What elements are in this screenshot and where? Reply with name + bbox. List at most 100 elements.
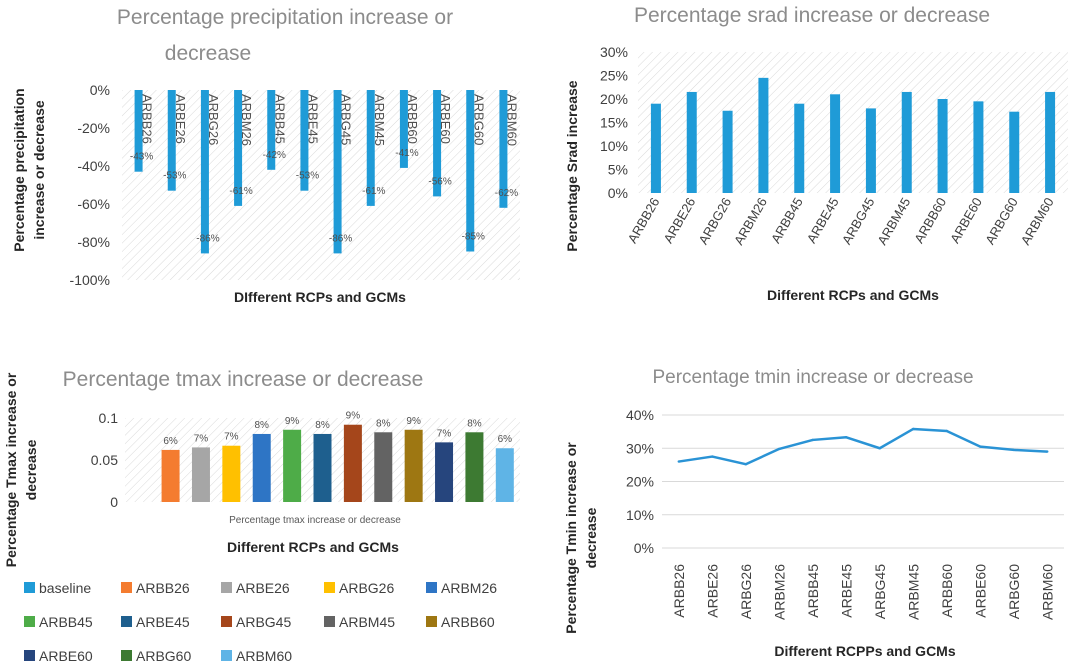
tmax-chart: Percentage tmax increase or decrease Per… [3, 368, 520, 664]
tmin-point [677, 460, 680, 463]
precip-ytick: -40% [77, 158, 110, 174]
srad-xtick: ARBB26 [625, 195, 663, 246]
tmin-ytick: 0% [634, 540, 654, 556]
tmax-legend-swatch [221, 616, 232, 627]
tmax-data-label: 7% [437, 428, 452, 439]
srad-bar [686, 91, 697, 193]
tmin-xtick: ARBE60 [972, 564, 988, 618]
srad-bar [830, 94, 841, 193]
tmax-bar [343, 424, 362, 502]
precip-title-line-1: Percentage precipitation increase or [117, 6, 453, 29]
srad-ytick: 25% [600, 68, 628, 84]
precip-data-label: -53% [163, 171, 186, 182]
tmin-ytick: 40% [626, 407, 654, 423]
precip-category-label: ARBE45 [305, 94, 320, 144]
tmax-xlabel: Different RCPs and GCMs [227, 539, 399, 555]
srad-xtick: ARBG60 [982, 195, 1021, 247]
tmin-ytick: 20% [626, 474, 654, 490]
tmax-legend-label: ARBE26 [236, 580, 290, 596]
srad-ytick: 0% [608, 185, 628, 201]
tmax-legend-label: ARBG26 [339, 580, 394, 596]
tmax-legend-label: baseline [39, 580, 91, 596]
srad-xtick: ARBE45 [804, 195, 842, 246]
tmax-legend-label: ARBG45 [236, 614, 291, 630]
srad-xtick: ARBM45 [874, 195, 913, 248]
precip-category-label: ARBM60 [504, 94, 519, 146]
tmax-data-label: 9% [346, 411, 361, 422]
tmin-series-line [678, 427, 1048, 466]
srad-bar [794, 103, 805, 193]
tmax-data-label: 8% [467, 418, 482, 429]
precip-data-label: -43% [130, 152, 153, 163]
tmax-bar [283, 429, 302, 502]
tmax-legend-label: ARBB45 [39, 614, 93, 630]
tmax-title: Percentage tmax increase or decrease [63, 368, 424, 391]
srad-bar [973, 101, 984, 193]
srad-ylabel: Percentage Srad increase [564, 80, 580, 251]
tmin-point [1012, 448, 1015, 452]
srad-xtick: ARBM60 [1018, 195, 1057, 248]
precip-category-label: ARBG45 [339, 94, 354, 145]
precip-ytick: -60% [77, 196, 110, 212]
srad-bar [650, 103, 661, 193]
precip-category-label: ARBM26 [239, 94, 254, 146]
precip-category-label: ARBE60 [438, 94, 453, 144]
tmax-legend-swatch [121, 582, 132, 593]
srad-xlabel: Different RCPs and GCMs [767, 287, 939, 303]
tmin-xtick: ARBE26 [704, 564, 720, 618]
precip-bar [333, 90, 342, 254]
tmax-bar [313, 433, 332, 502]
tmin-xtick: ARBB26 [671, 564, 687, 618]
tmax-data-label: 9% [285, 416, 300, 427]
precip-category-label: ARBE26 [173, 94, 188, 144]
srad-bar [901, 91, 912, 193]
tmax-bar [495, 448, 514, 502]
srad-ytick: 10% [600, 138, 628, 154]
tmax-data-label: 7% [224, 432, 239, 443]
precip-chart: Percentage precipitation increase or dec… [11, 6, 520, 305]
tmax-data-label: 7% [194, 433, 209, 444]
srad-bar [937, 99, 948, 193]
precip-bar [267, 90, 276, 170]
tmax-legend-label: ARBM45 [339, 614, 395, 630]
precip-bar [234, 90, 243, 206]
precip-data-label: -61% [229, 186, 252, 197]
tmax-legend-swatch [121, 650, 132, 661]
tmax-legend-label: ARBE60 [39, 648, 93, 664]
precip-bar [300, 90, 309, 191]
tmin-ylabel-line-1: Percentage Tmin increase or [563, 442, 579, 634]
precip-data-label: -62% [495, 188, 518, 199]
precip-data-label: -41% [395, 148, 418, 159]
tmax-ylabel-line-1: Percentage Tmax increase or [3, 372, 19, 567]
tmin-point [979, 445, 982, 448]
srad-xtick: ARBG26 [696, 195, 735, 247]
precip-category-label: ARBG26 [206, 94, 221, 145]
tmin-point [711, 455, 714, 458]
tmax-bar [404, 429, 423, 502]
tmax-bar [161, 449, 180, 502]
srad-title: Percentage srad increase or decrease [634, 4, 990, 27]
srad-xtick: ARBG45 [839, 195, 878, 247]
tmax-legend-swatch [324, 616, 335, 627]
tmax-ytick: 0.1 [99, 410, 119, 426]
precip-ylabel-line-2: increase or decrease [31, 100, 47, 240]
srad-plot-area [638, 52, 1068, 193]
precip-bar [134, 90, 143, 172]
srad-bar [1045, 91, 1056, 193]
tmax-legend-swatch [24, 582, 35, 593]
tmin-point [744, 463, 747, 466]
tmin-xtick: ARBB60 [939, 564, 955, 618]
tmax-legend-swatch [426, 616, 437, 627]
tmax-bar [222, 445, 241, 502]
tmin-xtick: ARBB45 [805, 564, 821, 618]
srad-xtick: ARBE26 [660, 195, 698, 246]
precip-data-label: -56% [428, 176, 451, 187]
tmin-xtick: ARBM45 [905, 564, 921, 620]
tmin-xtick: ARBG26 [738, 564, 754, 619]
tmax-data-label: 8% [315, 420, 330, 431]
tmax-legend-swatch [24, 616, 35, 627]
tmax-bar [191, 447, 210, 502]
precip-ylabel-line-1: Percentage precipitation [11, 88, 27, 251]
tmax-legend-swatch [24, 650, 35, 661]
